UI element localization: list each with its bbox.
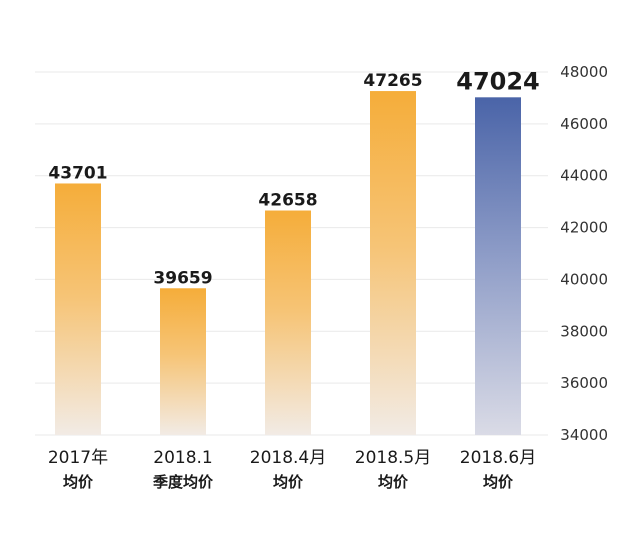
y-tick-label: 44000 [560, 167, 608, 185]
y-tick-label: 48000 [560, 63, 608, 81]
bar-highlight [475, 97, 521, 436]
y-tick-label: 46000 [560, 115, 608, 133]
x-tick-sublabel: 季度均价 [153, 473, 214, 491]
y-tick-label: 40000 [560, 270, 608, 288]
value-label: 42658 [258, 191, 317, 211]
x-tick-label: 2018.6月 [460, 448, 536, 468]
x-axis: 2017年均价2018.1季度均价2018.4月均价2018.5月均价2018.… [48, 448, 536, 491]
x-tick-label: 2018.1 [153, 448, 212, 468]
bar [55, 183, 101, 435]
x-tick-label: 2018.4月 [250, 448, 326, 468]
bar [160, 288, 206, 435]
y-axis: 34000 36000 38000 40000 42000 44000 46000 48000 [560, 63, 608, 444]
value-label: 47265 [363, 71, 422, 91]
value-label: 43701 [48, 163, 107, 183]
value-labels: 43701 39659 42658 47265 47024 [48, 67, 539, 288]
bar [370, 91, 416, 436]
y-tick-label: 34000 [560, 426, 608, 444]
x-tick-sublabel: 均价 [483, 473, 514, 491]
bars [55, 91, 521, 436]
x-tick-sublabel: 均价 [273, 473, 304, 491]
y-tick-label: 42000 [560, 219, 608, 237]
y-tick-label: 38000 [560, 322, 608, 340]
bar [265, 210, 311, 435]
x-tick-label: 2018.5月 [355, 448, 431, 468]
y-tick-label: 36000 [560, 374, 608, 392]
x-tick-sublabel: 均价 [378, 473, 409, 491]
value-label: 39659 [153, 268, 212, 288]
x-tick-sublabel: 均价 [63, 473, 94, 491]
x-tick-label: 2017年 [48, 448, 108, 468]
value-label: 47024 [456, 67, 540, 95]
